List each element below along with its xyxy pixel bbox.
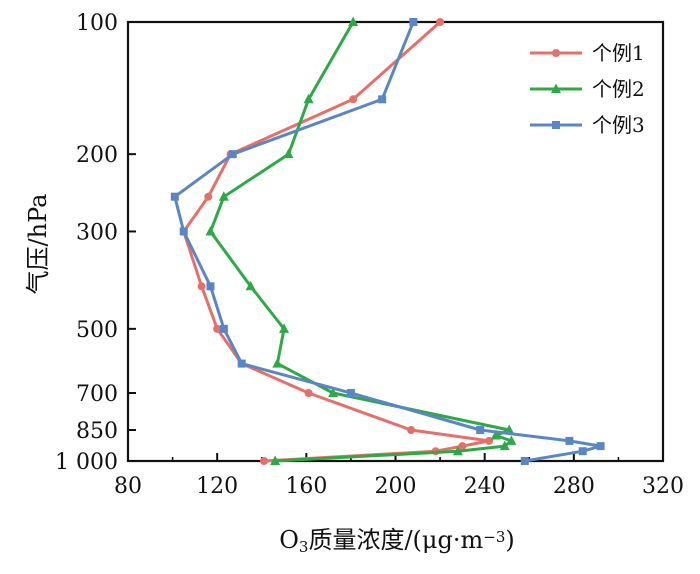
y-tick-label: 100 xyxy=(76,11,118,36)
x-tick-label: 280 xyxy=(553,474,595,499)
axes: 80 120 160 200 240 280 320 100 200 300 500 700 850 1 … xyxy=(55,11,684,499)
data-point xyxy=(346,388,355,397)
data-point xyxy=(348,16,359,26)
x-tick-label: 120 xyxy=(196,474,238,499)
data-point xyxy=(270,455,281,465)
y-axis-title: 气压/hPa xyxy=(24,194,52,295)
legend: 个例1 个例2 个例3 xyxy=(530,41,645,137)
data-point xyxy=(272,358,283,368)
data-point xyxy=(506,435,517,445)
plot-area xyxy=(126,20,665,463)
data-point xyxy=(409,18,418,26)
data-point xyxy=(206,282,215,291)
series-2 xyxy=(205,16,517,465)
data-point xyxy=(476,426,485,435)
legend-marker xyxy=(552,49,560,57)
x-axis-title: O3质量浓度/(μg·m−3) xyxy=(279,526,515,556)
series-line xyxy=(182,20,491,463)
data-point xyxy=(228,150,237,159)
legend-marker xyxy=(551,83,561,93)
data-point xyxy=(204,192,213,201)
data-point xyxy=(303,93,314,104)
series-3 xyxy=(170,18,605,465)
data-point xyxy=(378,95,387,104)
legend-label: 个例2 xyxy=(592,77,645,101)
legend-item-1: 个例1 xyxy=(530,41,645,65)
x-tick-label: 200 xyxy=(375,474,417,499)
x-tick-label: 80 xyxy=(114,474,142,499)
y-tick-label: 700 xyxy=(76,382,118,407)
data-point xyxy=(485,436,494,445)
legend-label: 个例3 xyxy=(592,113,645,137)
data-point xyxy=(565,436,574,445)
legend-item-2: 个例2 xyxy=(530,77,645,101)
data-point xyxy=(499,440,510,451)
data-point xyxy=(245,280,256,291)
data-point xyxy=(279,323,290,333)
data-point xyxy=(349,95,358,104)
legend-label: 个例1 xyxy=(592,41,645,65)
data-point xyxy=(179,227,188,236)
y-tick-label: 1 000 xyxy=(55,450,118,475)
data-point xyxy=(452,445,463,456)
data-point xyxy=(237,359,246,368)
data-point xyxy=(328,387,339,397)
plot-frame xyxy=(126,20,665,463)
series-line xyxy=(173,21,603,463)
x-tick-label: 320 xyxy=(642,474,684,499)
data-point xyxy=(490,430,501,440)
data-point xyxy=(218,191,229,201)
series-layer xyxy=(170,16,605,465)
data-point xyxy=(304,388,313,397)
data-point xyxy=(458,442,467,451)
data-point xyxy=(205,225,216,236)
x-tick-label: 160 xyxy=(285,474,327,499)
data-point xyxy=(578,447,587,456)
data-point xyxy=(283,148,294,159)
y-tick-label: 200 xyxy=(76,143,118,168)
y-tick-label: 300 xyxy=(76,220,118,245)
data-point xyxy=(170,192,179,201)
y-tick-label: 500 xyxy=(76,318,118,343)
x-tick-label: 240 xyxy=(464,474,506,499)
data-point xyxy=(197,282,206,291)
data-point xyxy=(520,457,529,465)
data-point xyxy=(407,426,416,435)
data-point xyxy=(259,457,268,465)
data-point xyxy=(436,18,445,26)
y-tick-label: 850 xyxy=(76,419,118,444)
legend-marker xyxy=(552,121,560,129)
series-1 xyxy=(179,18,494,465)
data-point xyxy=(504,424,515,435)
data-point xyxy=(596,442,605,451)
data-point xyxy=(219,324,228,333)
legend-item-3: 个例3 xyxy=(530,113,645,137)
data-point xyxy=(213,324,222,333)
